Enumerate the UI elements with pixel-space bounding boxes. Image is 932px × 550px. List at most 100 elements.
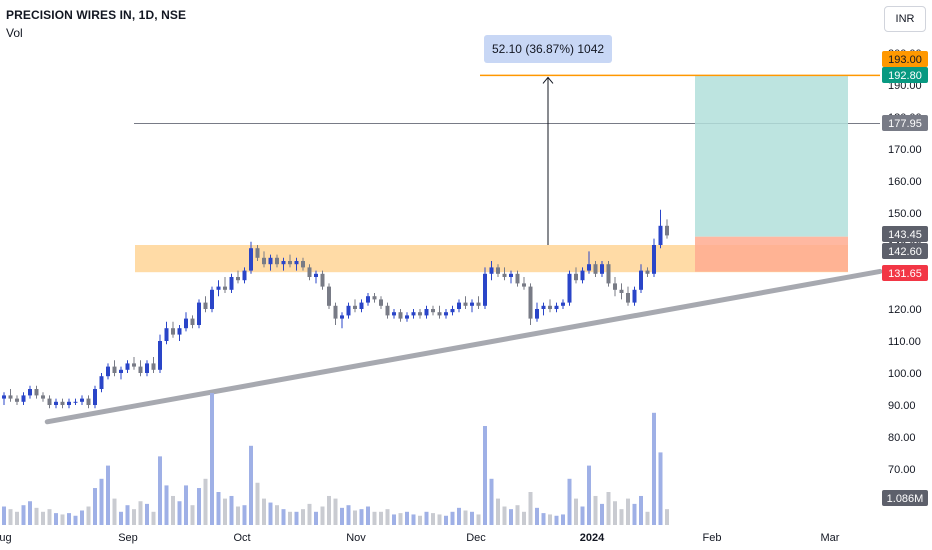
candle-body[interactable]: [385, 305, 390, 316]
candle-body[interactable]: [294, 261, 299, 265]
candle-body[interactable]: [216, 286, 221, 290]
candle-body[interactable]: [346, 305, 351, 316]
candle-body[interactable]: [418, 312, 422, 316]
price-label-badge[interactable]: [882, 265, 928, 281]
candle-body[interactable]: [145, 363, 149, 373]
candle-body[interactable]: [171, 328, 175, 335]
candle-body[interactable]: [8, 395, 13, 399]
candle-body[interactable]: [60, 401, 65, 405]
candle-body[interactable]: [301, 261, 305, 268]
candle-body[interactable]: [366, 296, 370, 303]
price-label-badge[interactable]: [882, 115, 928, 131]
currency-button[interactable]: INR: [884, 6, 926, 32]
candle-body[interactable]: [21, 395, 26, 402]
candle-body[interactable]: [450, 309, 455, 313]
candle-body[interactable]: [411, 312, 416, 316]
candle-body[interactable]: [522, 283, 526, 287]
candle-body[interactable]: [431, 309, 435, 313]
candle-body[interactable]: [665, 225, 669, 236]
candle-body[interactable]: [54, 401, 58, 405]
candle-body[interactable]: [333, 305, 338, 319]
candle-body[interactable]: [41, 395, 45, 399]
candle-body[interactable]: [424, 309, 429, 316]
candle-body[interactable]: [489, 267, 494, 274]
candle-body[interactable]: [392, 312, 396, 316]
candle-body[interactable]: [320, 273, 325, 287]
candle-body[interactable]: [587, 264, 591, 271]
candle-body[interactable]: [652, 245, 656, 274]
candle-body[interactable]: [457, 302, 461, 309]
candle-body[interactable]: [249, 248, 253, 271]
candle-body[interactable]: [476, 302, 481, 306]
candle-body[interactable]: [28, 389, 32, 396]
candle-body[interactable]: [236, 277, 240, 281]
candle-body[interactable]: [223, 286, 227, 290]
candle-body[interactable]: [645, 270, 650, 274]
candle-body[interactable]: [574, 273, 578, 281]
candle-body[interactable]: [463, 302, 468, 306]
candle-body[interactable]: [509, 273, 513, 277]
candle-body[interactable]: [554, 305, 559, 309]
candle-body[interactable]: [437, 312, 442, 316]
candle-body[interactable]: [125, 363, 130, 370]
ascending-trendline[interactable]: [44, 268, 883, 425]
candle-body[interactable]: [34, 389, 39, 396]
price-label-badge[interactable]: [882, 67, 928, 83]
candle-body[interactable]: [177, 328, 182, 335]
candle-body[interactable]: [197, 302, 201, 325]
price-label-badge[interactable]: [882, 226, 928, 242]
candle-body[interactable]: [275, 257, 279, 265]
candle-body[interactable]: [151, 363, 156, 370]
candle-body[interactable]: [606, 264, 611, 284]
candle-body[interactable]: [483, 273, 487, 306]
candle-body[interactable]: [288, 261, 292, 265]
candle-body[interactable]: [73, 401, 78, 403]
price-label-badge[interactable]: [882, 243, 928, 259]
price-label-badge[interactable]: [882, 51, 928, 67]
candle-body[interactable]: [528, 286, 533, 319]
candle-body[interactable]: [86, 398, 91, 405]
candle-body[interactable]: [119, 369, 123, 373]
candle-body[interactable]: [242, 270, 247, 281]
candle-body[interactable]: [398, 312, 403, 319]
measure-label-box[interactable]: [484, 35, 612, 63]
candle-body[interactable]: [580, 270, 585, 281]
candle-body[interactable]: [314, 273, 318, 277]
long-position-target-zone[interactable]: [695, 76, 848, 237]
candle-body[interactable]: [567, 273, 572, 303]
candle-body[interactable]: [138, 366, 143, 373]
candle-body[interactable]: [164, 328, 169, 341]
candle-body[interactable]: [190, 318, 195, 325]
candle-body[interactable]: [255, 248, 260, 258]
volume-indicator-label[interactable]: Vol: [6, 26, 23, 40]
candle-body[interactable]: [93, 389, 97, 405]
candle-body[interactable]: [444, 312, 448, 316]
candle-body[interactable]: [67, 401, 71, 405]
candle-body[interactable]: [281, 261, 286, 265]
candle-body[interactable]: [262, 257, 266, 265]
candle-body[interactable]: [372, 296, 377, 300]
candle-body[interactable]: [268, 257, 273, 265]
candle-body[interactable]: [184, 318, 188, 329]
candle-body[interactable]: [203, 302, 208, 309]
candle-body[interactable]: [535, 309, 539, 319]
candle-body[interactable]: [541, 305, 546, 309]
candle-body[interactable]: [613, 283, 617, 290]
candle-body[interactable]: [15, 398, 19, 402]
long-position-stop-zone[interactable]: [695, 236, 848, 272]
candle-body[interactable]: [658, 225, 663, 245]
candle-body[interactable]: [470, 302, 474, 306]
candle-body[interactable]: [210, 289, 214, 309]
candle-body[interactable]: [229, 277, 234, 290]
candle-body[interactable]: [99, 376, 104, 389]
candle-body[interactable]: [639, 270, 643, 290]
candle-body[interactable]: [619, 289, 624, 293]
candle-body[interactable]: [379, 299, 383, 306]
candle-body[interactable]: [112, 366, 117, 373]
candle-body[interactable]: [340, 315, 344, 319]
candle-body[interactable]: [47, 398, 52, 405]
candle-body[interactable]: [632, 289, 637, 303]
candle-body[interactable]: [496, 267, 500, 274]
candle-body[interactable]: [515, 273, 520, 284]
